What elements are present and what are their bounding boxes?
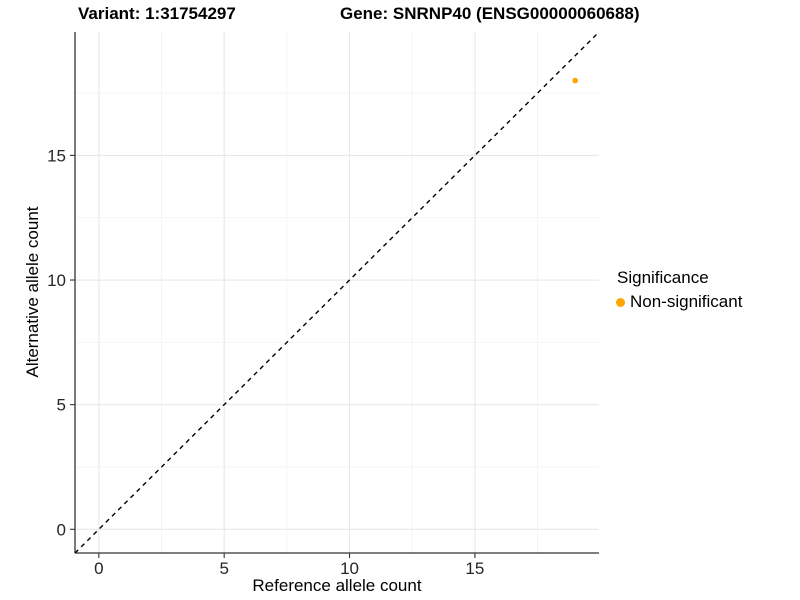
x-axis-title: Reference allele count	[252, 576, 422, 595]
variant-title: Variant: 1:31754297	[78, 4, 236, 23]
y-tick-label: 10	[47, 271, 66, 290]
x-tick-label: 5	[219, 559, 228, 578]
x-tick-label: 15	[465, 559, 484, 578]
legend-item: Non-significant	[616, 292, 742, 312]
x-tick-label: 0	[94, 559, 103, 578]
legend: Significance Non-significant	[616, 268, 742, 312]
legend-point-icon	[616, 297, 625, 307]
legend-item-label: Non-significant	[630, 292, 743, 311]
gene-title: Gene: SNRNP40 (ENSG00000060688)	[340, 4, 640, 23]
y-axis-title: Alternative allele count	[23, 206, 42, 378]
x-tick-label: 10	[340, 559, 359, 578]
identity-line	[74, 31, 600, 554]
y-tick-label: 0	[57, 520, 66, 539]
data-point	[572, 77, 578, 84]
legend-title: Significance	[617, 268, 709, 287]
y-tick-label: 5	[57, 396, 66, 415]
y-tick-label: 15	[47, 146, 66, 165]
